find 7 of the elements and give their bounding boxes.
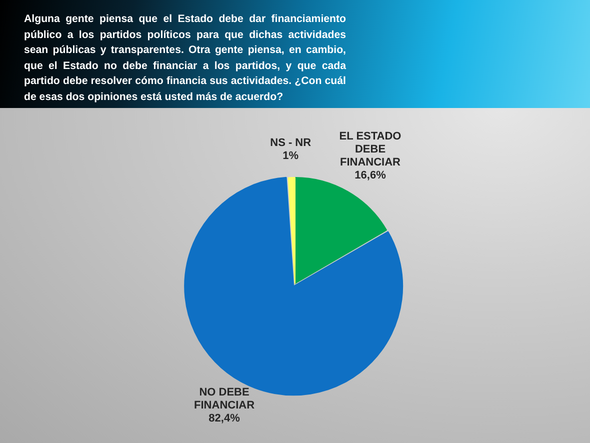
chart-title: Alguna gente piensa que el Estado debe dar financiamiento público a los partidos políticos para que dichas actividades sean públicas y transparentes. Otra gente piensa, en cambio, que el Estado no debe financiar a los partidos, y que cada partido debe resolver cómo financia sus actividades. ¿Con cuál de esas dos opiniones está usted más de acuerdo? [24, 12, 346, 104]
slice-label: EL ESTADO DEBE FINANCIAR [339, 130, 402, 168]
slice-label: NS - NR [270, 137, 312, 150]
slice-label: NO DEBE FINANCIAR [194, 386, 255, 412]
data-label: 1% [282, 150, 299, 162]
data-label: 82,4% [208, 412, 240, 425]
data-label: 16,6% [354, 169, 386, 182]
